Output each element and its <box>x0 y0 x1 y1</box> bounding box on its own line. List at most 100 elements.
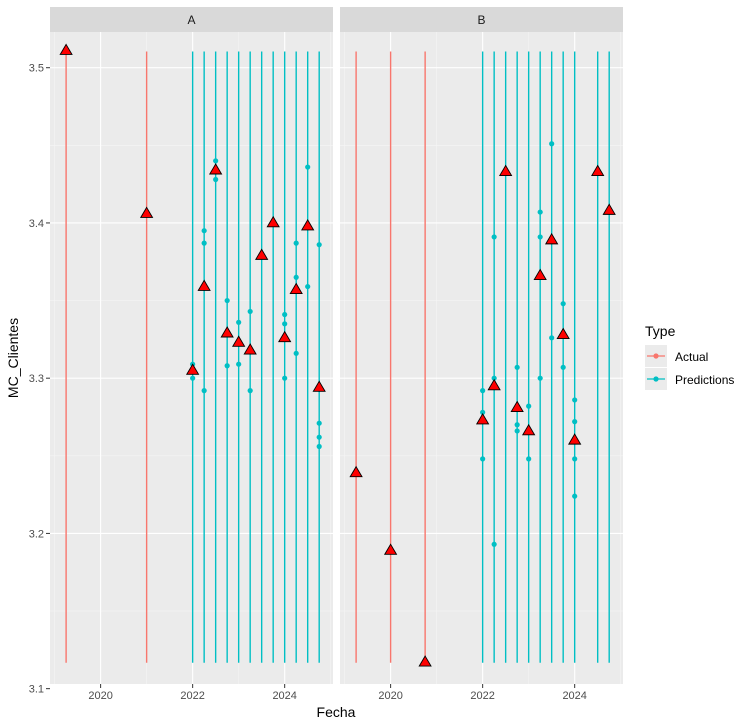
x-axis-panel-a: 2020 2022 2024 <box>88 684 297 702</box>
prediction-point <box>537 234 543 240</box>
actual-point <box>139 206 154 218</box>
prediction-point <box>213 158 219 164</box>
actual-point <box>185 363 200 375</box>
x-axis-panel-b: 2020 2022 2024 <box>378 684 587 702</box>
legend-key-predictions-point <box>653 376 659 382</box>
prediction-point <box>537 375 543 381</box>
panel-a-points <box>59 43 326 450</box>
prediction-point <box>236 361 242 367</box>
legend-item-actual: Actual <box>645 345 708 367</box>
prediction-point <box>572 397 578 403</box>
prediction-point <box>213 176 219 183</box>
x-tick-label: 2022 <box>470 690 494 702</box>
x-axis-title: Fecha <box>317 704 356 720</box>
actual-point <box>418 655 432 667</box>
prediction-point <box>514 364 520 370</box>
prediction-point <box>224 363 230 369</box>
panel-a: A <box>50 7 333 690</box>
y-axis-title: MC_Clientes <box>5 318 21 398</box>
strip-a-background <box>50 7 333 32</box>
x-tick-label: 2020 <box>88 690 112 702</box>
prediction-point <box>190 375 196 381</box>
legend-label-actual: Actual <box>675 350 708 364</box>
prediction-point <box>201 388 207 394</box>
prediction-point <box>282 375 288 381</box>
actual-point <box>568 433 582 445</box>
y-axis: 3.1 3.2 3.3 3.4 3.5 <box>29 63 50 696</box>
prediction-point <box>572 456 578 462</box>
prediction-point <box>201 240 207 246</box>
prediction-point <box>305 283 311 290</box>
prediction-point <box>526 403 532 409</box>
prediction-point <box>480 388 486 394</box>
legend-label-predictions: Predictions <box>675 373 734 387</box>
prediction-point <box>491 234 497 240</box>
prediction-point <box>480 456 486 462</box>
x-tick-label: 2024 <box>562 690 586 702</box>
strip-b-background <box>340 7 623 32</box>
actual-point <box>208 163 223 175</box>
actual-point <box>254 248 269 260</box>
prediction-point <box>282 321 288 327</box>
panel-b: B <box>340 7 623 690</box>
legend: Type Actual Predictions <box>645 323 734 390</box>
actual-point <box>301 218 315 231</box>
actual-point <box>498 164 513 177</box>
prediction-point <box>293 350 299 356</box>
actual-point <box>556 327 570 340</box>
panel-b-lines <box>355 51 610 663</box>
legend-title: Type <box>645 323 676 339</box>
legend-key-actual-point <box>653 353 659 359</box>
actual-point <box>591 164 605 177</box>
strip-a-label: A <box>187 13 195 27</box>
actual-point <box>521 423 536 436</box>
actual-point <box>220 326 234 338</box>
y-tick-label: 3.3 <box>29 373 44 385</box>
prediction-point <box>480 409 486 415</box>
y-tick-label: 3.1 <box>29 684 44 696</box>
y-tick-label: 3.5 <box>29 63 44 75</box>
actual-point <box>602 203 616 215</box>
prediction-point <box>305 164 311 170</box>
panel-a-lines <box>65 51 320 663</box>
actual-point <box>243 343 257 355</box>
prediction-point <box>514 422 520 428</box>
prediction-point <box>549 141 555 147</box>
actual-point <box>266 215 280 228</box>
prediction-point <box>316 242 322 248</box>
y-tick-label: 3.4 <box>29 218 44 230</box>
prediction-point <box>247 308 253 315</box>
prediction-point <box>491 375 497 381</box>
actual-point <box>510 400 524 412</box>
prediction-point <box>224 297 230 304</box>
prediction-point <box>316 443 322 450</box>
panel-b-points <box>349 141 616 667</box>
actual-point <box>533 268 547 281</box>
y-tick-label: 3.2 <box>29 528 44 540</box>
panel-b-background <box>340 32 623 684</box>
prediction-point <box>560 301 566 307</box>
prediction-point <box>236 319 242 325</box>
prediction-point <box>293 274 299 280</box>
panel-a-background <box>50 32 333 684</box>
prediction-point <box>316 434 322 440</box>
prediction-point <box>316 420 322 426</box>
prediction-point <box>537 209 543 215</box>
actual-point <box>197 279 211 291</box>
actual-point <box>289 282 303 294</box>
prediction-point <box>572 493 578 499</box>
legend-item-predictions: Predictions <box>645 368 734 390</box>
prediction-point <box>572 419 578 425</box>
actual-point <box>475 413 490 425</box>
prediction-point <box>491 541 497 547</box>
prediction-point <box>293 240 299 246</box>
actual-point <box>487 378 501 391</box>
x-tick-label: 2020 <box>378 690 402 702</box>
prediction-point <box>282 311 288 318</box>
prediction-point <box>549 335 555 341</box>
strip-b-label: B <box>477 13 485 27</box>
prediction-point <box>560 364 566 370</box>
actual-point <box>544 232 559 245</box>
x-tick-label: 2024 <box>272 690 296 702</box>
